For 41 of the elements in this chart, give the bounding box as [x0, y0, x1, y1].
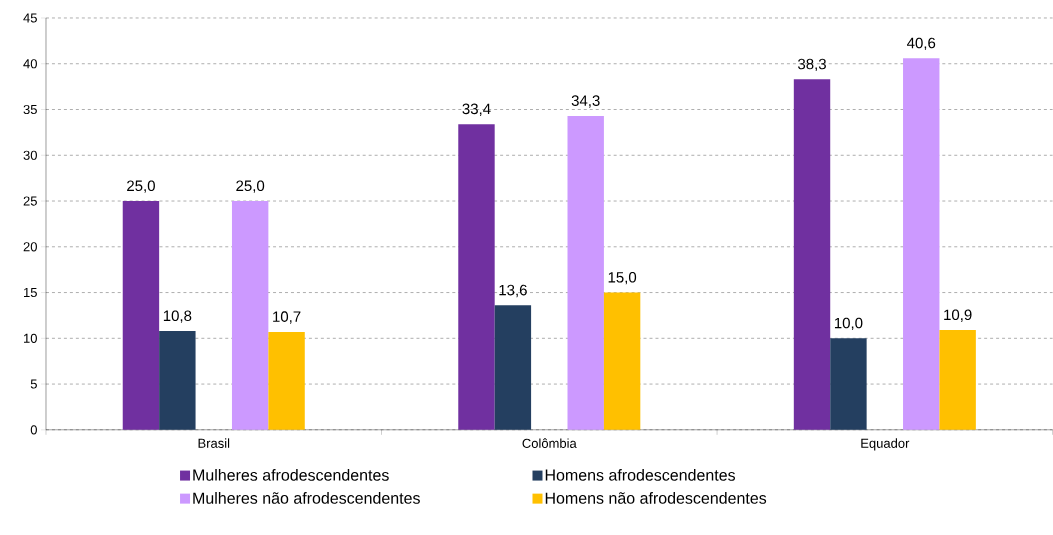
bar	[903, 58, 940, 430]
data-label: 10,7	[273, 311, 301, 324]
legend-label: Homens não afrodescendentes	[545, 492, 767, 504]
data-label: 33,4	[462, 103, 491, 117]
y-tick-label: 10	[24, 333, 37, 343]
data-label: 15,0	[608, 272, 637, 285]
y-tick-label: 15	[24, 288, 37, 298]
bar	[159, 331, 196, 430]
bar	[231, 201, 269, 430]
data-label: 13,6	[499, 284, 527, 298]
y-tick-label: 25	[23, 196, 37, 206]
y-tick-label: 5	[30, 379, 37, 389]
bar	[458, 124, 495, 430]
legend-label: Mulheres afrodescendentes	[193, 469, 389, 481]
data-label: 34,3	[571, 95, 600, 108]
x-tick-label: Equador	[861, 438, 910, 451]
legend-label: Homens afrodescendentes	[545, 469, 736, 481]
data-label: 25,0	[236, 180, 265, 193]
y-tick-label: 20	[23, 242, 37, 252]
y-tick-label: 35	[23, 105, 37, 115]
y-tick-label: 40	[23, 59, 37, 69]
data-label: 10,8	[163, 310, 192, 323]
bar	[939, 330, 976, 430]
y-tick-label: 30	[23, 150, 37, 160]
bar	[122, 201, 160, 430]
bar	[567, 116, 604, 430]
data-label: 10,0	[834, 317, 863, 331]
data-label: 38,3	[798, 58, 826, 72]
x-tick-label: Colômbia	[522, 438, 577, 449]
bar	[603, 292, 641, 430]
data-label: 10,9	[944, 309, 972, 322]
x-tick-label: Brasil	[198, 438, 230, 448]
bar	[830, 338, 867, 430]
bar	[268, 332, 305, 430]
legend-label: Mulheres não afrodescendentes	[193, 492, 420, 504]
y-tick-label: 45	[23, 13, 37, 23]
y-tick-label: 0	[30, 425, 37, 435]
bar	[793, 79, 831, 430]
bar	[494, 305, 532, 430]
data-label: 25,0	[127, 180, 155, 193]
data-label: 40,6	[906, 37, 936, 51]
